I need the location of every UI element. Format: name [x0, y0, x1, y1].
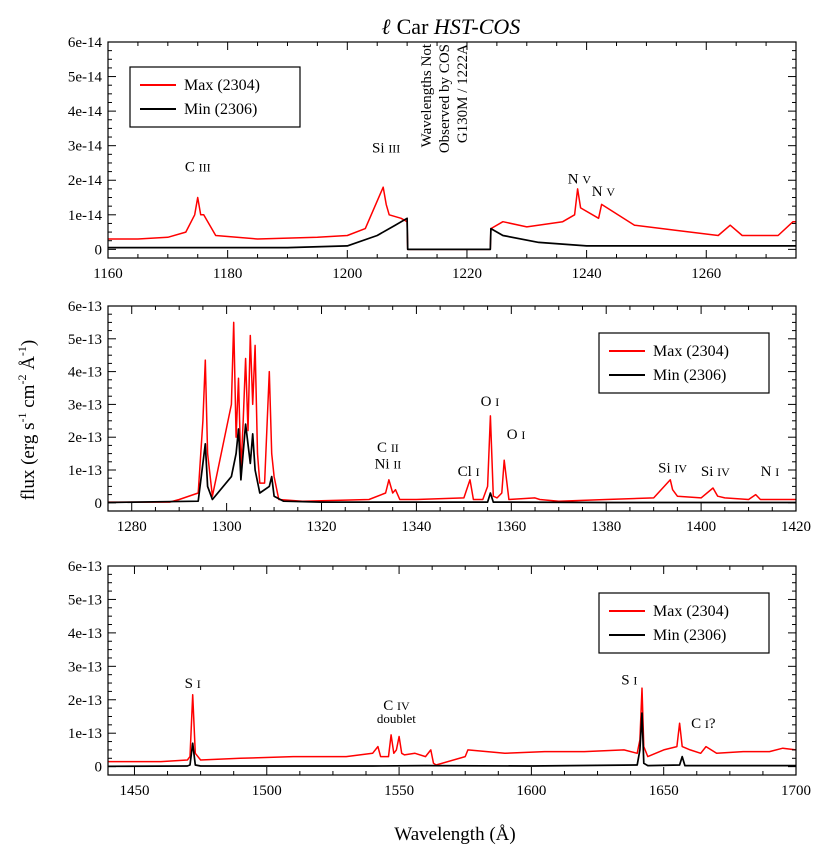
x-tick-label: 1180 — [213, 266, 242, 282]
plot-frame — [107, 41, 797, 259]
x-tick-label: 1450 — [119, 783, 149, 799]
x-tick-label: 1600 — [516, 783, 546, 799]
title-symbol: ℓ — [382, 14, 391, 39]
y-tick-label: 1e-13 — [68, 463, 102, 479]
y-tick-label: 3e-13 — [68, 397, 102, 413]
x-tick-label: 1300 — [212, 519, 242, 535]
x-tick-label: 1420 — [781, 519, 811, 535]
x-tick-label: 1550 — [384, 783, 414, 799]
y-tick-label: 2e-14 — [68, 173, 103, 189]
y-tick-label: 3e-13 — [68, 659, 102, 675]
series-line-max — [108, 687, 797, 766]
x-tick-label: 1220 — [452, 266, 482, 282]
line-annotation: C IV — [383, 698, 410, 714]
plot-frame — [107, 565, 797, 776]
legend-label: Max (2304) — [184, 77, 260, 94]
line-annotation: Si IV — [658, 461, 687, 477]
y-tick-label: 3e-14 — [68, 139, 103, 155]
x-tick-label: 1160 — [93, 266, 122, 282]
line-annotation: N V — [592, 184, 616, 200]
legend-label: Max (2304) — [653, 343, 729, 360]
y-axis-label: flux (erg s-1 cm-2 Å-1) — [15, 340, 39, 501]
y-tick-label: 5e-14 — [68, 70, 103, 86]
line-annotation: Si IV — [701, 464, 730, 480]
panel-3: 1450 1500 1550 1600 1650 1700 0 1e-13 2e-13 3e-13… — [68, 559, 811, 799]
y-tick-label: 4e-14 — [68, 104, 103, 120]
x-tick-label: 1700 — [781, 783, 811, 799]
series-line-max — [108, 321, 796, 503]
plot-frame — [107, 305, 797, 512]
y-tick-label: 6e-14 — [68, 35, 103, 51]
x-tick-label: 1340 — [401, 519, 431, 535]
gap-note-line: Observed by COS — [437, 44, 453, 153]
line-annotation: O I — [507, 427, 526, 443]
x-tick-label: 1200 — [332, 266, 362, 282]
y-tick-label: 4e-13 — [68, 626, 102, 642]
series-line-min — [107, 423, 796, 504]
x-axis-label: Wavelength (Å) — [394, 824, 515, 845]
series-line-max — [108, 186, 796, 251]
y-tick-label: 0 — [95, 760, 103, 776]
x-tick-label: 1400 — [686, 519, 716, 535]
y-tick-label: 0 — [95, 496, 103, 512]
title-italic: HST-COS — [433, 14, 520, 39]
line-annotation: O I — [481, 394, 500, 410]
legend-box — [598, 592, 770, 654]
y-tick-label: 4e-13 — [68, 365, 102, 381]
legend: Max (2304) Min (2306) — [129, 66, 301, 128]
panel-2: 1280 1300 1320 1340 1360 1380 1400 1420 0 1e-13 2e… — [68, 299, 811, 535]
panel-1: 1160 1180 1200 1220 1240 1260 0 1e-14 2e-14 3e-14… — [68, 35, 797, 282]
legend-box — [598, 332, 770, 394]
y-tick-label: 0 — [95, 242, 103, 258]
line-annotation: C III — [185, 160, 211, 176]
gap-note-line: Wavelengths Not — [419, 43, 435, 147]
line-annotation: Si III — [372, 141, 400, 157]
panels: 1160 1180 1200 1220 1240 1260 0 1e-14 2e-14 3e-14… — [68, 35, 811, 799]
line-annotation: Cl I — [458, 464, 480, 480]
gap-note-line: G130M / 1222A — [455, 44, 471, 143]
x-tick-label: 1650 — [649, 783, 679, 799]
series-line-min — [107, 712, 796, 768]
title-text: Car — [391, 14, 434, 39]
legend-label: Max (2304) — [653, 603, 729, 620]
note-label: doublet — [377, 711, 416, 726]
y-tick-label: 5e-13 — [68, 592, 102, 608]
legend: Max (2304) Min (2306) — [598, 332, 770, 394]
line-annotation: C I? — [691, 716, 716, 732]
line-annotation: C II — [377, 440, 399, 456]
line-annotation: Ni II — [375, 456, 402, 472]
line-annotation: N I — [761, 464, 780, 480]
x-tick-label: 1280 — [117, 519, 147, 535]
legend-label: Min (2306) — [653, 627, 726, 644]
y-tick-label: 6e-13 — [68, 559, 102, 575]
legend-box — [129, 66, 301, 128]
y-tick-label: 2e-13 — [68, 430, 102, 446]
x-tick-label: 1360 — [496, 519, 526, 535]
y-tick-label: 5e-13 — [68, 332, 102, 348]
legend-label: Min (2306) — [184, 101, 257, 118]
figure-title: ℓ Car HST-COS — [382, 14, 521, 39]
x-tick-label: 1500 — [252, 783, 282, 799]
y-tick-label: 2e-13 — [68, 693, 102, 709]
legend: Max (2304) Min (2306) — [598, 592, 770, 654]
legend-label: Min (2306) — [653, 367, 726, 384]
x-tick-label: 1260 — [691, 266, 721, 282]
y-tick-label: 1e-13 — [68, 726, 102, 742]
line-annotation: N V — [568, 172, 592, 188]
x-tick-label: 1380 — [591, 519, 621, 535]
y-tick-label: 1e-14 — [68, 208, 103, 224]
x-tick-label: 1320 — [307, 519, 337, 535]
x-tick-label: 1240 — [572, 266, 602, 282]
series-line-min — [108, 217, 796, 251]
line-annotation: S I — [185, 676, 201, 692]
y-tick-label: 6e-13 — [68, 299, 102, 315]
line-annotation: S I — [621, 673, 637, 689]
